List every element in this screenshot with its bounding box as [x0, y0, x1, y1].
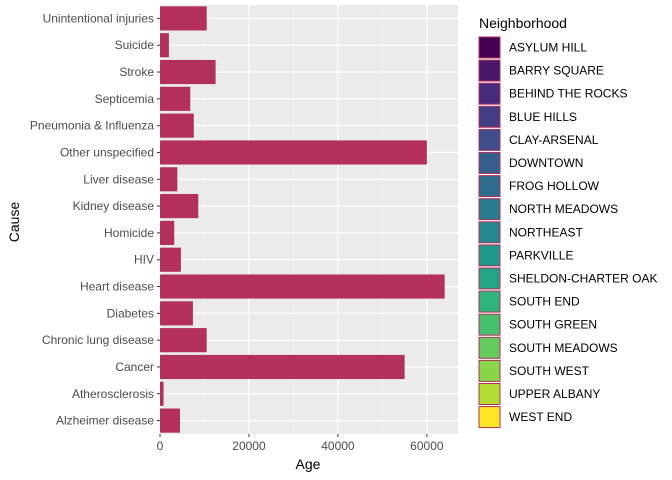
bar-pneumonia-influenza	[160, 113, 194, 138]
x-axis: 0 20000 40000 60000	[157, 434, 444, 453]
legend-swatch	[478, 359, 501, 382]
legend-swatch	[478, 82, 501, 105]
y-tick-label: Suicide	[115, 38, 155, 52]
legend-label: SOUTH MEADOWS	[509, 341, 618, 355]
legend-label: BARRY SQUARE	[509, 64, 604, 78]
legend-swatch	[478, 128, 501, 151]
y-axis: Unintentional injuries Suicide Stroke Septi…	[30, 11, 160, 428]
legend-swatch	[478, 175, 501, 198]
legend-label: DOWNTOWN	[509, 156, 583, 170]
legend-label: CLAY-ARSENAL	[509, 133, 599, 147]
x-axis-title: Age	[296, 456, 321, 472]
y-tick-label: Chronic lung disease	[42, 333, 154, 347]
x-tick-label: 60000	[410, 439, 444, 453]
bar-homicide	[160, 220, 175, 245]
bar-kidney-disease	[160, 194, 199, 219]
bar-diabetes	[160, 301, 193, 326]
y-tick-label: Kidney disease	[73, 199, 155, 213]
y-tick-label: Alzheimer disease	[56, 414, 154, 428]
legend-label: FROG HOLLOW	[509, 179, 600, 193]
y-tick-label: Unintentional injuries	[43, 11, 154, 25]
legend-label: NORTH MEADOWS	[509, 202, 618, 216]
y-tick-label: HIV	[134, 253, 154, 267]
legend-swatch	[478, 59, 501, 82]
y-tick-label: Pneumonia & Influenza	[30, 119, 154, 133]
legend-label: SOUTH WEST	[509, 364, 590, 378]
y-tick-label: Heart disease	[80, 280, 154, 294]
bar-unintentional-injuries	[160, 6, 207, 31]
y-tick-label: Atherosclerosis	[72, 387, 154, 401]
legend-label: SHELDON-CHARTER OAK	[509, 272, 657, 286]
bar-suicide	[160, 33, 169, 58]
legend-swatch	[478, 198, 501, 221]
x-tick-label: 20000	[232, 439, 266, 453]
bar-heart-disease	[160, 274, 445, 299]
legend-label: UPPER ALBANY	[509, 387, 600, 401]
legend-swatch	[478, 36, 501, 59]
bar-stroke	[160, 59, 216, 85]
legend-label: PARKVILLE	[509, 248, 573, 262]
legend-label: SOUTH END	[509, 295, 580, 309]
bar-other-unspecified	[160, 140, 427, 165]
x-tick-label: 0	[157, 439, 164, 453]
legend-label: NORTHEAST	[509, 225, 583, 239]
bar-alzheimer-disease	[160, 408, 181, 433]
legend-label: WEST END	[509, 410, 572, 424]
y-tick-label: Other unspecified	[60, 145, 154, 159]
legend-swatch	[478, 336, 501, 359]
bar-chronic-lung-disease	[160, 328, 207, 353]
plot-panel	[159, 5, 458, 434]
y-tick-label: Cancer	[115, 360, 154, 374]
legend-swatch	[478, 244, 501, 267]
y-tick-label: Liver disease	[83, 172, 154, 186]
y-axis-title: Cause	[6, 202, 22, 243]
bar-septicemia	[160, 86, 191, 111]
legend-swatch	[478, 383, 501, 405]
legend-swatch	[478, 221, 501, 244]
bar-liver-disease	[160, 167, 178, 192]
y-tick-label: Diabetes	[107, 306, 154, 320]
legend-swatch	[478, 406, 501, 429]
legend-label: ASYLUM HILL	[509, 41, 587, 55]
legend-swatch	[478, 290, 501, 313]
bar-hiv	[160, 247, 181, 272]
legend-title: Neighborhood	[479, 15, 567, 31]
legend-swatch	[478, 152, 501, 174]
y-tick-label: Stroke	[119, 65, 154, 79]
bar-atherosclerosis	[160, 381, 164, 406]
legend-swatch	[478, 267, 501, 290]
legend: Neighborhood ASYLUM HILL BARRY SQUARE BEHI…	[478, 15, 657, 429]
bar-cancer	[160, 354, 405, 380]
y-tick-label: Septicemia	[95, 92, 155, 106]
y-tick-label: Homicide	[104, 226, 154, 240]
legend-swatch	[478, 105, 501, 128]
legend-label: BEHIND THE ROCKS	[509, 87, 627, 101]
legend-label: BLUE HILLS	[509, 110, 577, 124]
legend-swatch	[478, 313, 501, 336]
x-tick-label: 40000	[321, 439, 355, 453]
legend-label: SOUTH GREEN	[509, 318, 597, 332]
